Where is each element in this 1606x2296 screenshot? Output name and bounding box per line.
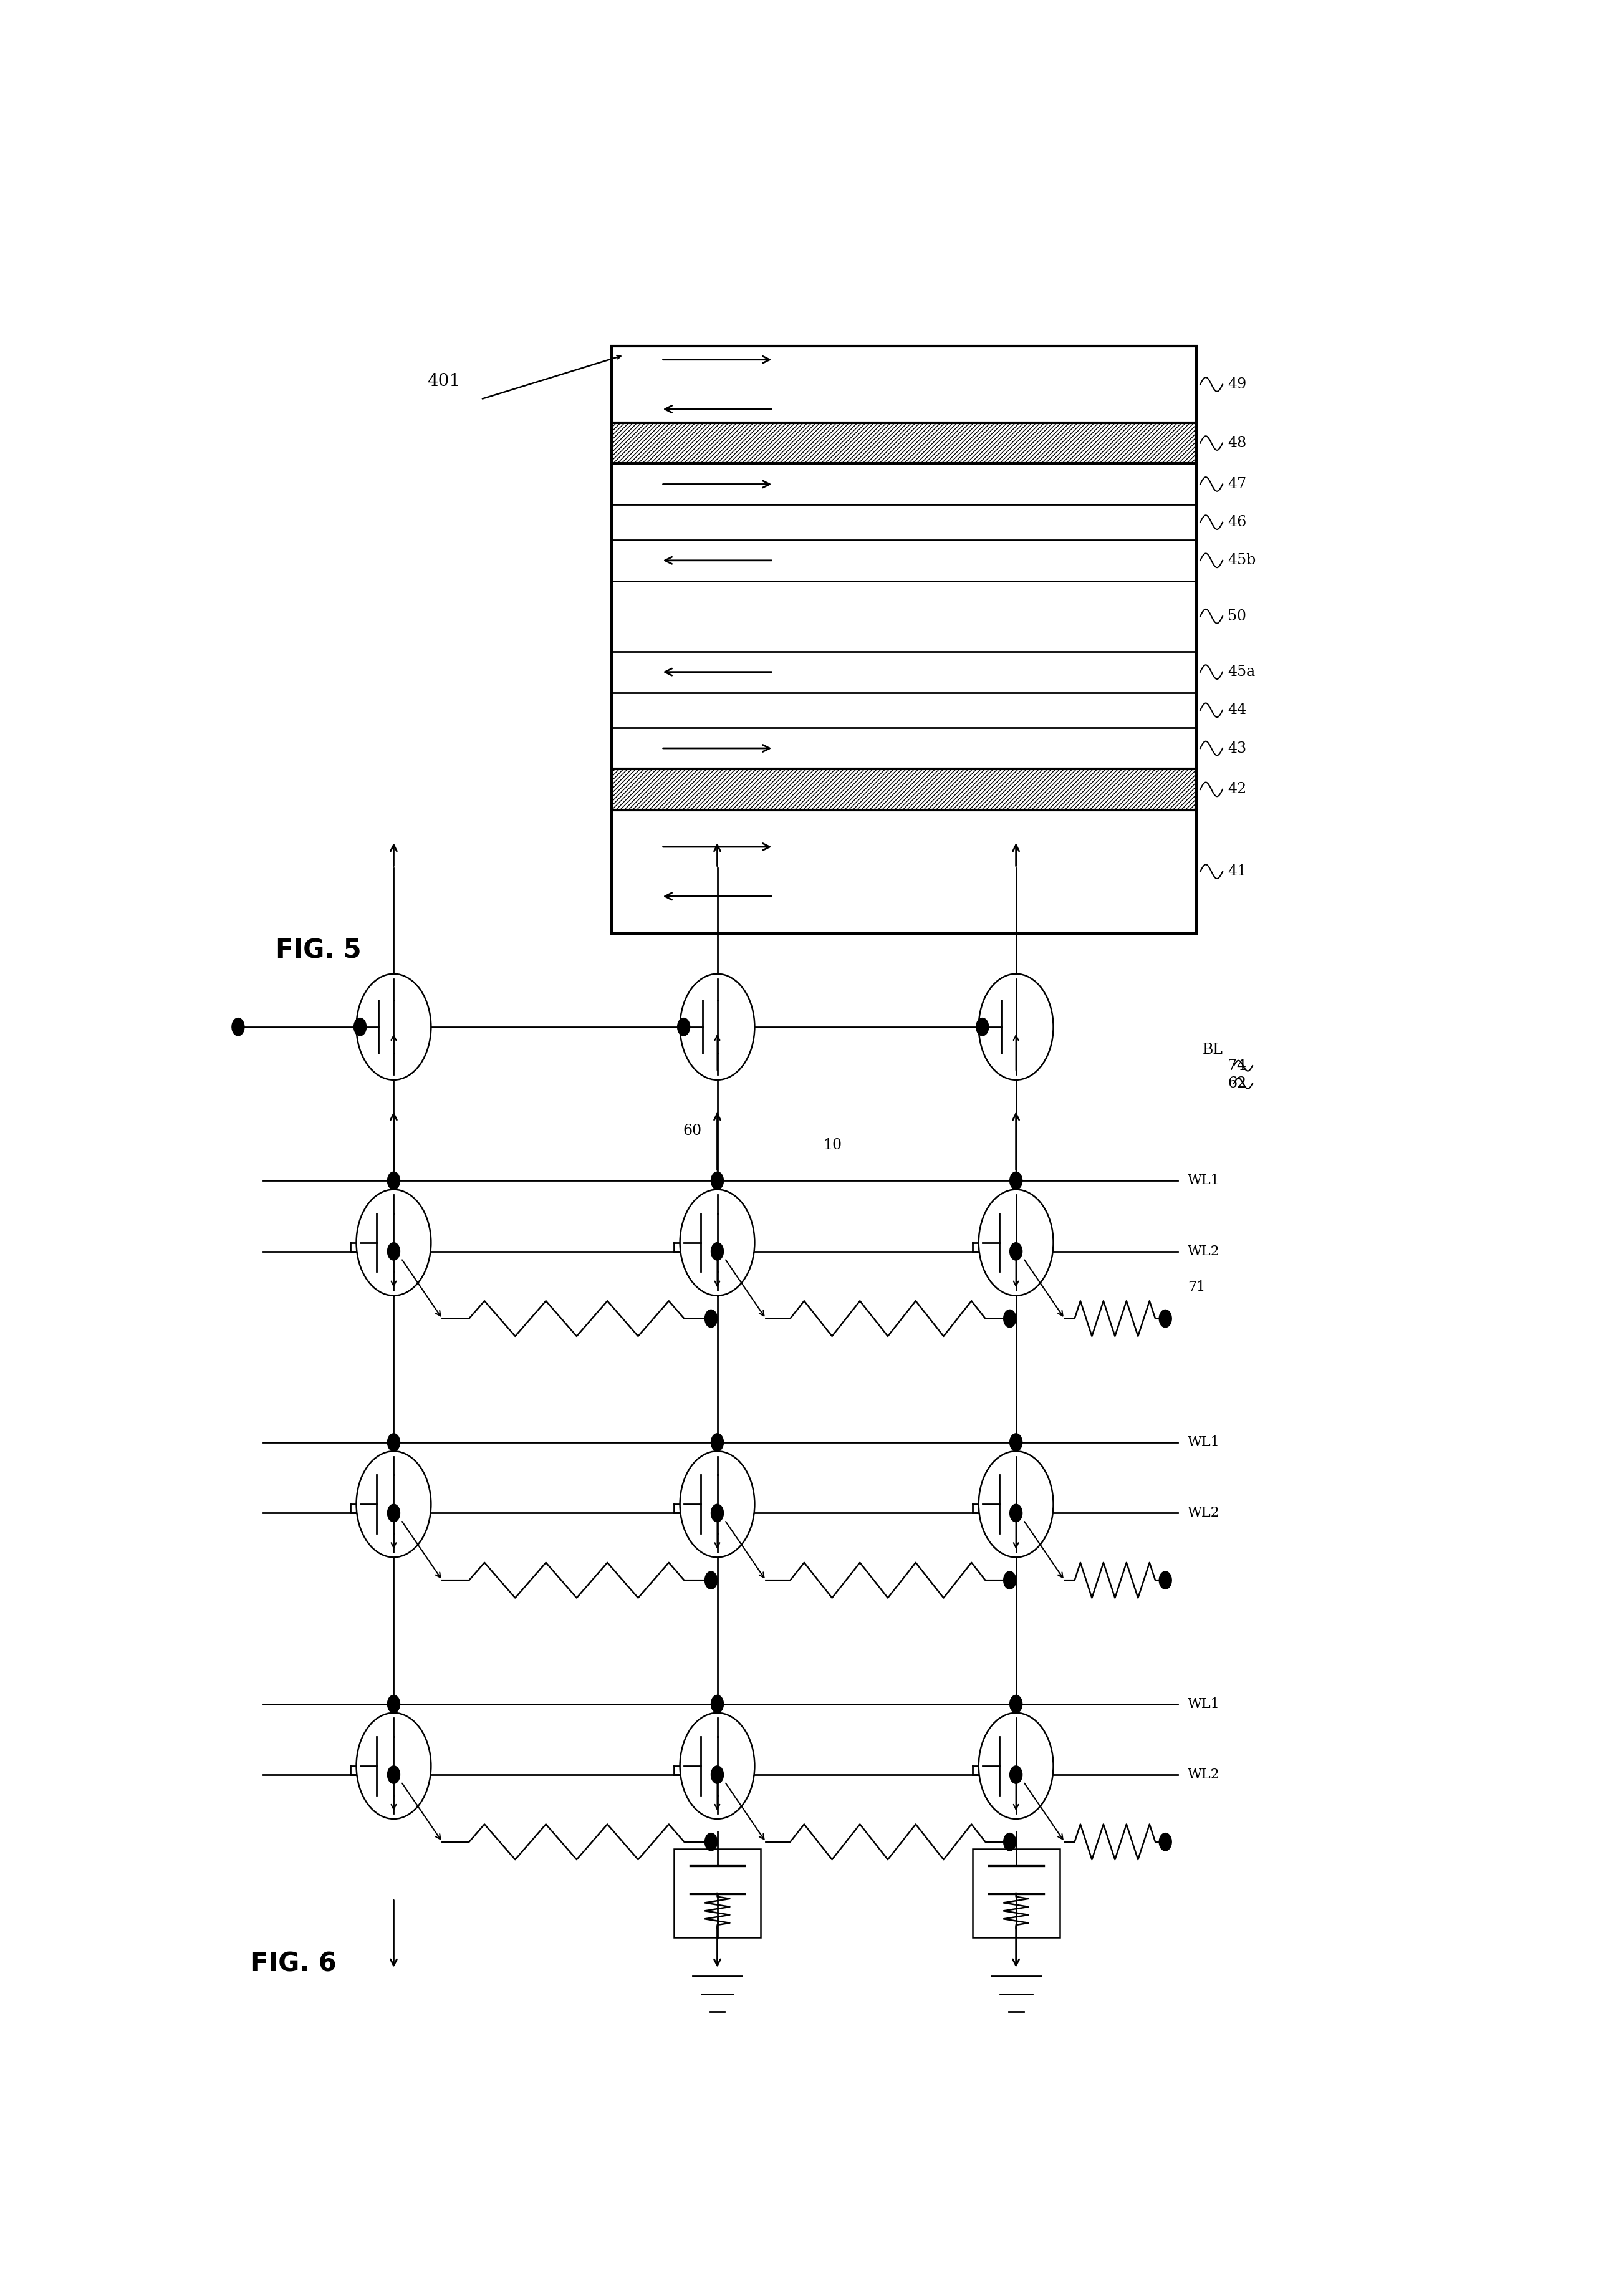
Circle shape <box>387 1171 400 1189</box>
Circle shape <box>711 1433 723 1451</box>
Bar <box>972 1848 1060 1938</box>
Circle shape <box>978 1451 1054 1557</box>
Circle shape <box>679 974 755 1079</box>
Circle shape <box>711 1766 723 1784</box>
Text: 44: 44 <box>1227 703 1246 716</box>
Circle shape <box>1004 1832 1017 1851</box>
Circle shape <box>387 1242 400 1261</box>
Circle shape <box>353 1017 366 1035</box>
Text: 48: 48 <box>1227 436 1246 450</box>
Circle shape <box>978 974 1054 1079</box>
Circle shape <box>711 1694 723 1713</box>
Circle shape <box>357 1713 430 1818</box>
Text: 46: 46 <box>1227 514 1246 530</box>
Circle shape <box>711 1171 723 1189</box>
Circle shape <box>1010 1694 1021 1713</box>
Circle shape <box>679 1713 755 1818</box>
Circle shape <box>387 1504 400 1522</box>
Circle shape <box>1004 1570 1017 1589</box>
Text: WL2: WL2 <box>1188 1768 1221 1782</box>
Text: 41: 41 <box>1227 863 1246 879</box>
Text: FIG. 6: FIG. 6 <box>251 1952 336 1977</box>
Circle shape <box>976 1017 989 1035</box>
Circle shape <box>387 1694 400 1713</box>
Bar <box>612 347 1196 932</box>
Circle shape <box>978 1713 1054 1818</box>
Text: WL1: WL1 <box>1188 1435 1221 1449</box>
Circle shape <box>711 1242 723 1261</box>
Circle shape <box>705 1309 718 1327</box>
Circle shape <box>1010 1171 1021 1189</box>
Text: BL: BL <box>1203 1042 1224 1056</box>
Circle shape <box>705 1832 718 1851</box>
Circle shape <box>1010 1504 1021 1522</box>
Circle shape <box>978 1189 1054 1295</box>
Circle shape <box>231 1017 244 1035</box>
Text: WL2: WL2 <box>1188 1506 1221 1520</box>
Circle shape <box>387 1766 400 1784</box>
Text: WL1: WL1 <box>1188 1697 1221 1711</box>
Circle shape <box>705 1570 718 1589</box>
Circle shape <box>1160 1570 1171 1589</box>
Text: 45a: 45a <box>1227 666 1256 680</box>
Bar <box>612 769 1196 810</box>
Circle shape <box>1010 1766 1021 1784</box>
Text: 62: 62 <box>1227 1077 1246 1091</box>
Text: WL1: WL1 <box>1188 1173 1221 1187</box>
Text: 10: 10 <box>822 1139 842 1153</box>
Circle shape <box>678 1017 691 1035</box>
Text: 50: 50 <box>1227 608 1246 625</box>
Text: 42: 42 <box>1227 783 1246 797</box>
Circle shape <box>387 1433 400 1451</box>
Bar <box>612 422 1196 464</box>
Text: 74: 74 <box>1227 1058 1246 1072</box>
Circle shape <box>1010 1433 1021 1451</box>
Text: 60: 60 <box>683 1125 702 1139</box>
Bar <box>675 1848 761 1938</box>
Circle shape <box>357 1189 430 1295</box>
Circle shape <box>1160 1832 1171 1851</box>
Circle shape <box>357 1451 430 1557</box>
Text: 71: 71 <box>1188 1279 1206 1293</box>
Text: 43: 43 <box>1227 742 1246 755</box>
Circle shape <box>1010 1242 1021 1261</box>
Text: 45b: 45b <box>1227 553 1256 567</box>
Circle shape <box>711 1504 723 1522</box>
Circle shape <box>679 1451 755 1557</box>
Text: FIG. 5: FIG. 5 <box>276 937 361 964</box>
Circle shape <box>1004 1309 1017 1327</box>
Text: WL2: WL2 <box>1188 1244 1221 1258</box>
Text: 401: 401 <box>427 374 459 390</box>
Bar <box>612 347 1196 932</box>
Text: 47: 47 <box>1227 478 1246 491</box>
Circle shape <box>357 974 430 1079</box>
Text: 49: 49 <box>1227 377 1246 393</box>
Circle shape <box>1160 1309 1171 1327</box>
Circle shape <box>679 1189 755 1295</box>
